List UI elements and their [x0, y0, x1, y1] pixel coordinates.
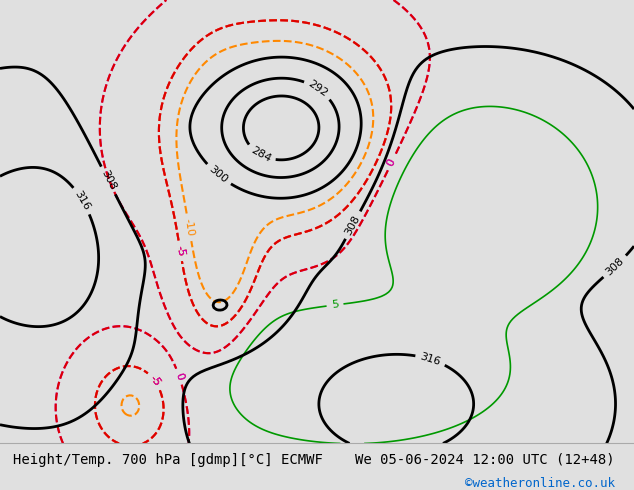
- Text: 316: 316: [419, 351, 442, 368]
- Text: 0: 0: [385, 157, 398, 168]
- Text: -5: -5: [148, 374, 162, 389]
- Text: ©weatheronline.co.uk: ©weatheronline.co.uk: [465, 476, 615, 490]
- Text: -5: -5: [174, 245, 186, 257]
- Text: We 05-06-2024 12:00 UTC (12+48): We 05-06-2024 12:00 UTC (12+48): [355, 453, 615, 467]
- Text: 308: 308: [604, 256, 626, 277]
- Text: 316: 316: [73, 189, 92, 212]
- Text: -5: -5: [148, 374, 162, 389]
- Text: 0: 0: [173, 372, 185, 382]
- Text: Height/Temp. 700 hPa [gdmp][°C] ECMWF: Height/Temp. 700 hPa [gdmp][°C] ECMWF: [13, 453, 323, 467]
- Text: 308: 308: [99, 169, 117, 192]
- Text: 292: 292: [306, 79, 330, 99]
- Text: -5: -5: [148, 374, 162, 389]
- Text: -5: -5: [174, 245, 186, 257]
- Text: 0: 0: [173, 372, 185, 382]
- Text: 284: 284: [249, 145, 273, 164]
- Text: -5: -5: [174, 245, 186, 257]
- Text: -10: -10: [183, 218, 195, 237]
- Text: 5: 5: [331, 299, 339, 310]
- Text: 308: 308: [344, 214, 362, 237]
- Text: 0: 0: [385, 157, 398, 168]
- Text: 300: 300: [207, 164, 230, 185]
